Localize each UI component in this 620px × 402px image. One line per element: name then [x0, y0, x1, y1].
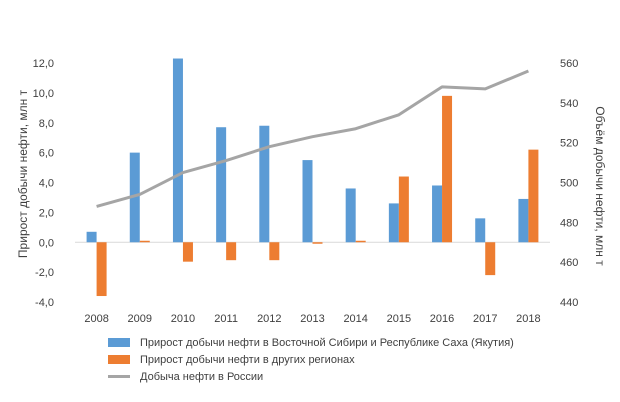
bar-siberia-2016	[432, 185, 443, 243]
legend: Прирост добычи нефти в Восточной Сибири …	[108, 334, 514, 385]
x-tick-label: 2011	[214, 313, 238, 325]
y-left-tick-label: 10,0	[33, 88, 54, 100]
bar-siberia-2012	[259, 125, 270, 243]
bar-siberia-2017	[475, 218, 486, 243]
bar-siberia-2010	[172, 58, 183, 243]
x-tick-label: 2010	[171, 313, 195, 325]
y-right-tick-label: 460	[560, 257, 578, 269]
bar-other-regions-2013	[312, 242, 323, 244]
legend-label-russia: Добыча нефти в России	[140, 370, 264, 383]
y-right-axis-title: Объём добычи нефти, млн т	[593, 106, 607, 266]
x-tick-label: 2017	[473, 313, 497, 325]
bar-other-regions-2015	[398, 176, 409, 243]
bar-other-regions-2010	[182, 242, 193, 262]
x-tick-label: 2016	[430, 313, 454, 325]
x-tick-label: 2015	[387, 313, 411, 325]
y-right-tick-label: 480	[560, 217, 578, 229]
y-left-tick-label: -2,0	[35, 267, 54, 279]
y-right-tick-label: 440	[560, 297, 578, 309]
bar-other-regions-2011	[226, 242, 237, 261]
legend-label-siberia: Прирост добычи нефти в Восточной Сибири …	[140, 336, 514, 349]
legend-label-other-regions: Прирост добычи нефти в других регионах	[140, 353, 355, 366]
bar-other-regions-2017	[485, 242, 496, 276]
bar-series	[86, 58, 539, 297]
bar-other-regions-2012	[269, 242, 280, 261]
x-tick-label: 2014	[343, 313, 367, 325]
left-axis-ticks: -4,0 -2,0 0,0 2,0 4,0 6,0 8,0 10,0 12,0	[33, 58, 54, 309]
legend-swatch-other-regions	[108, 355, 130, 364]
legend-swatch-russia	[108, 375, 130, 378]
legend-item-other-regions: Прирост добычи нефти в других регионах	[108, 351, 514, 368]
x-tick-label: 2018	[516, 313, 540, 325]
y-left-tick-label: 12,0	[33, 58, 54, 70]
y-left-tick-label: 0,0	[39, 237, 54, 249]
y-right-tick-label: 520	[560, 138, 578, 150]
bar-other-regions-2016	[442, 95, 453, 243]
x-tick-label: 2012	[257, 313, 281, 325]
bar-siberia-2015	[388, 203, 399, 243]
legend-item-russia: Добыча нефти в России	[108, 368, 514, 385]
x-axis-category-labels: 2008 2009 2010 2011 2012 2013 2014 2015 2016 2017…	[84, 313, 540, 325]
x-tick-label: 2013	[300, 313, 324, 325]
bar-siberia-2013	[302, 160, 313, 243]
right-axis-ticks: 440 460 480 500 520 540 560	[560, 58, 578, 309]
x-tick-label: 2009	[128, 313, 152, 325]
y-right-tick-label: 540	[560, 98, 578, 110]
y-left-tick-label: -4,0	[35, 297, 54, 309]
y-left-tick-label: 2,0	[39, 207, 54, 219]
bar-other-regions-2009	[139, 240, 150, 243]
bar-siberia-2011	[216, 127, 227, 243]
bar-siberia-2008	[86, 231, 97, 243]
bar-other-regions-2014	[355, 240, 366, 243]
y-right-tick-label: 560	[560, 58, 578, 70]
y-left-axis-title: Прирост добычи нефти, млн т	[16, 89, 30, 258]
legend-swatch-siberia	[108, 338, 130, 347]
y-left-tick-label: 4,0	[39, 178, 54, 190]
line-series-russia-production	[96, 69, 529, 208]
x-tick-label: 2008	[84, 313, 108, 325]
bar-siberia-2018	[518, 198, 529, 243]
y-left-tick-label: 6,0	[39, 148, 54, 160]
y-left-tick-label: 8,0	[39, 118, 54, 130]
y-right-tick-label: 500	[560, 178, 578, 190]
bar-other-regions-2018	[528, 149, 539, 243]
bar-siberia-2014	[345, 188, 356, 243]
legend-item-siberia: Прирост добычи нефти в Восточной Сибири …	[108, 334, 514, 351]
bar-siberia-2009	[129, 152, 140, 243]
bar-other-regions-2008	[96, 242, 107, 297]
